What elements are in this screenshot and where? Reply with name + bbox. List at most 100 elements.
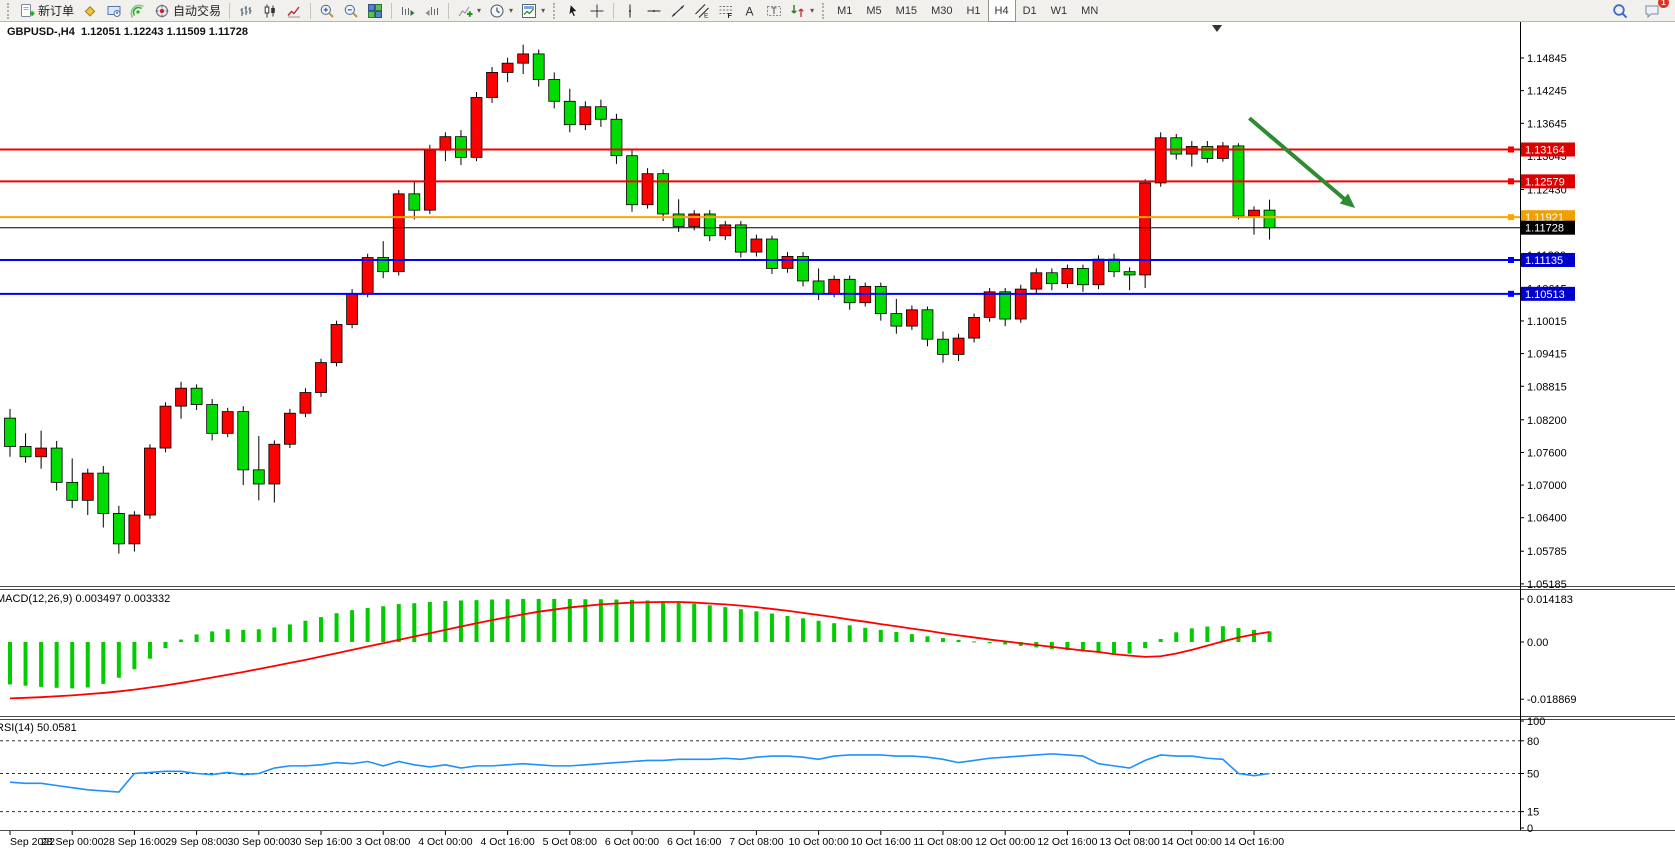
- trend-arrow[interactable]: [1248, 116, 1356, 208]
- zoom-in-button[interactable]: [315, 0, 339, 21]
- timeframe-m15-button[interactable]: M15: [895, 4, 918, 17]
- toolbar-separator: [229, 2, 231, 19]
- trendline-button[interactable]: [666, 0, 690, 21]
- svg-text:4 Oct 00:00: 4 Oct 00:00: [418, 836, 472, 848]
- hline-handle[interactable]: [1508, 290, 1514, 297]
- text-a-button[interactable]: A: [738, 0, 762, 21]
- symbol-ohlc-label: GBPUSD-,H4 1.12051 1.12243 1.11509 1.117…: [7, 26, 248, 38]
- chart-canvas[interactable]: 1.148451.142451.136451.130451.124301.112…: [0, 22, 1675, 853]
- search-icon: [1613, 3, 1628, 18]
- line-price-badge: [1521, 252, 1575, 267]
- hline-icon: [647, 9, 661, 12]
- market-watch-button[interactable]: [78, 0, 102, 21]
- hline-handle[interactable]: [1508, 214, 1514, 221]
- signals-button[interactable]: [126, 0, 150, 21]
- chart-window[interactable]: 1.148451.142451.136451.130451.124301.112…: [0, 22, 1675, 853]
- svg-text:1.08815: 1.08815: [1527, 381, 1567, 393]
- rsi-axis[interactable]: 100 80 50 15 0: [1520, 716, 1545, 835]
- svg-text:6 Oct 16:00: 6 Oct 16:00: [667, 836, 721, 848]
- auto-trading-button[interactable]: 自动交易: [150, 0, 225, 21]
- channel-button[interactable]: E: [690, 0, 714, 21]
- hline-handle[interactable]: [1508, 178, 1514, 185]
- periods-clock-button[interactable]: ▾: [485, 0, 517, 21]
- search-button[interactable]: [1608, 0, 1632, 21]
- chart-bars-button[interactable]: [234, 0, 258, 21]
- zoom-in-icon: [320, 4, 334, 18]
- macd-axis[interactable]: 0.014183 0.00 -0.018869: [1520, 594, 1577, 706]
- toolbar-grip[interactable]: [553, 2, 557, 19]
- svg-text:28 Sep 16:00: 28 Sep 16:00: [103, 836, 166, 848]
- scroll-to-end-button[interactable]: [396, 0, 420, 21]
- timeframe-h1-button[interactable]: H1: [966, 4, 981, 17]
- hline-handle[interactable]: [1508, 146, 1514, 153]
- svg-text:1.11728: 1.11728: [1525, 223, 1564, 235]
- timeframe-d1-button[interactable]: D1: [1022, 4, 1037, 17]
- svg-text:10 Oct 16:00: 10 Oct 16:00: [851, 836, 911, 848]
- chart-line-button[interactable]: [282, 0, 306, 21]
- timeframe-w1-button[interactable]: W1: [1050, 4, 1068, 17]
- price-hlines[interactable]: [0, 146, 1520, 297]
- zoom-out-button[interactable]: [339, 0, 363, 21]
- svg-text:14 Oct 00:00: 14 Oct 00:00: [1162, 836, 1222, 848]
- timeframe-mn-button[interactable]: MN: [1081, 4, 1099, 17]
- hline-handle[interactable]: [1508, 256, 1514, 263]
- fibonacci-button[interactable]: F: [714, 0, 738, 21]
- new-order-button[interactable]: 新订单: [15, 0, 78, 21]
- toolbar-grip[interactable]: [822, 2, 826, 19]
- vline-button[interactable]: [618, 0, 642, 21]
- auto-trading-icon: [155, 4, 169, 17]
- timeframe-h4-button[interactable]: H4: [987, 0, 1016, 22]
- auto-scroll-button[interactable]: [420, 0, 444, 21]
- signals-icon: [130, 4, 144, 18]
- new-order-icon: [21, 3, 35, 17]
- data-folder-button[interactable]: [102, 0, 126, 21]
- text-label-button[interactable]: T: [762, 0, 786, 21]
- shapes-icon: [791, 4, 804, 17]
- toolbar-separator: [310, 2, 312, 19]
- tile-windows-button[interactable]: [363, 0, 387, 21]
- timeframe-m30-button[interactable]: M30: [931, 4, 953, 17]
- timeframe-m5-button[interactable]: M5: [866, 4, 882, 17]
- trendline-icon: [671, 4, 685, 17]
- templates-button[interactable]: ▾: [517, 0, 549, 21]
- dropdown-caret-icon[interactable]: ▾: [541, 6, 546, 15]
- dropdown-caret-icon[interactable]: ▾: [509, 6, 514, 15]
- shapes-button[interactable]: ▾: [786, 0, 818, 21]
- svg-text:1.14845: 1.14845: [1527, 53, 1567, 65]
- macd-signal-line: [9, 601, 1270, 700]
- indicators-add-button[interactable]: ▾: [453, 0, 485, 21]
- pane-borders: [0, 22, 1675, 831]
- svg-text:1.14245: 1.14245: [1527, 86, 1567, 98]
- svg-text:5 Oct 08:00: 5 Oct 08:00: [543, 836, 597, 848]
- hline-button[interactable]: [642, 0, 666, 21]
- templates-icon: [522, 3, 537, 18]
- dropdown-caret-icon[interactable]: ▾: [477, 6, 482, 15]
- rsi-line: [9, 753, 1270, 793]
- svg-text:10 Oct 00:00: 10 Oct 00:00: [789, 836, 849, 848]
- channel-icon: E: [695, 3, 709, 19]
- vline-icon: [629, 4, 632, 17]
- svg-text:1.09415: 1.09415: [1527, 349, 1567, 361]
- crosshair-button[interactable]: [585, 0, 609, 21]
- text-label-icon: T: [767, 5, 782, 16]
- timeframe-m1-button[interactable]: M1: [837, 4, 853, 17]
- svg-text:50: 50: [1527, 769, 1539, 781]
- line-price-badge: [1521, 142, 1575, 157]
- cursor-button[interactable]: [561, 0, 585, 21]
- text-a-icon: A: [746, 4, 754, 18]
- svg-text:1.10015: 1.10015: [1527, 316, 1567, 328]
- svg-text:30 Sep 16:00: 30 Sep 16:00: [290, 836, 353, 848]
- market-watch-icon: [84, 5, 96, 17]
- cursor-icon: [568, 3, 578, 17]
- chart-candles-button[interactable]: [258, 0, 282, 21]
- chart-shift-marker[interactable]: [1212, 25, 1222, 32]
- svg-text:80: 80: [1527, 736, 1539, 748]
- chat-button[interactable]: 1: [1640, 0, 1669, 21]
- new-order-label: 新订单: [38, 4, 75, 18]
- dropdown-caret-icon[interactable]: ▾: [810, 6, 815, 15]
- toolbar-grip[interactable]: [7, 2, 11, 19]
- svg-text:Sep 2022: Sep 2022: [10, 836, 55, 848]
- svg-text:1.10513: 1.10513: [1525, 289, 1565, 301]
- svg-text:1.07000: 1.07000: [1527, 480, 1567, 492]
